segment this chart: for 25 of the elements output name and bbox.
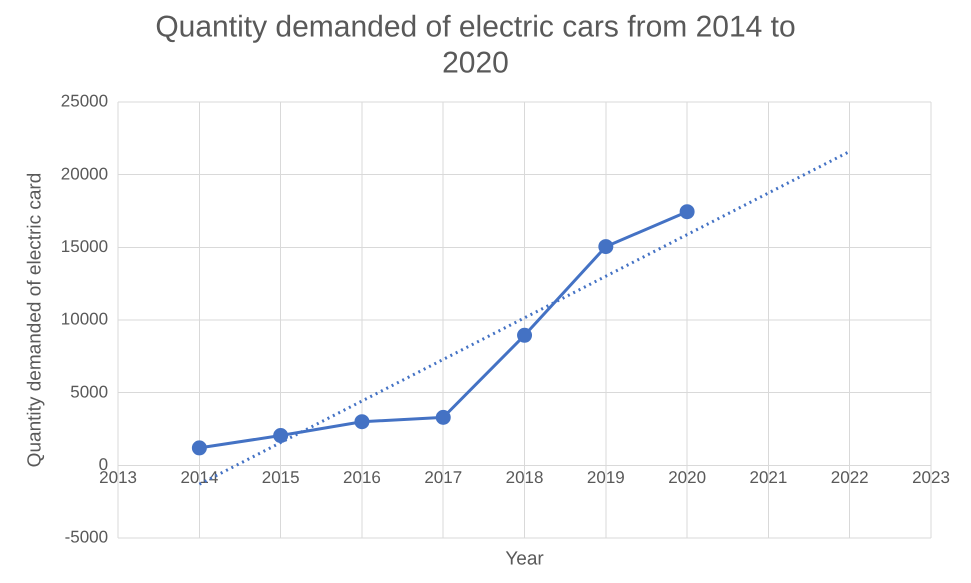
point (598, 239, 614, 254)
y-tick-label: 15000 (60, 237, 108, 256)
chart-title: Quantity demanded of electric cars from 2014 to 2020 (155, 10, 796, 80)
x-axis-title: Year (505, 548, 544, 570)
point (436, 410, 451, 425)
point (273, 428, 288, 444)
x-tick-label: 2021 (750, 468, 788, 488)
x-tick-label: 2018 (506, 468, 544, 488)
x-tick-label: 2016 (343, 468, 381, 488)
y-tick-label: 20000 (60, 164, 108, 184)
point (517, 328, 532, 343)
y-axis-title: Quantity demanded of electric card (24, 172, 46, 468)
y-tick-label: -5000 (64, 528, 108, 547)
y-tick-label: 25000 (60, 92, 108, 111)
x-tick-label: 2015 (262, 468, 300, 488)
x-tick-label: 2017 (424, 468, 462, 488)
point (354, 414, 370, 430)
y-tick-label: 5000 (70, 382, 108, 402)
y-tick-label: 10000 (60, 310, 108, 329)
x-tick-label: 2020 (668, 468, 706, 488)
point (192, 440, 207, 456)
x-tick-label: 2022 (830, 468, 869, 488)
point (680, 204, 695, 220)
x-tick-label: 2019 (586, 468, 625, 488)
x-tick-label: 2023 (912, 468, 950, 488)
